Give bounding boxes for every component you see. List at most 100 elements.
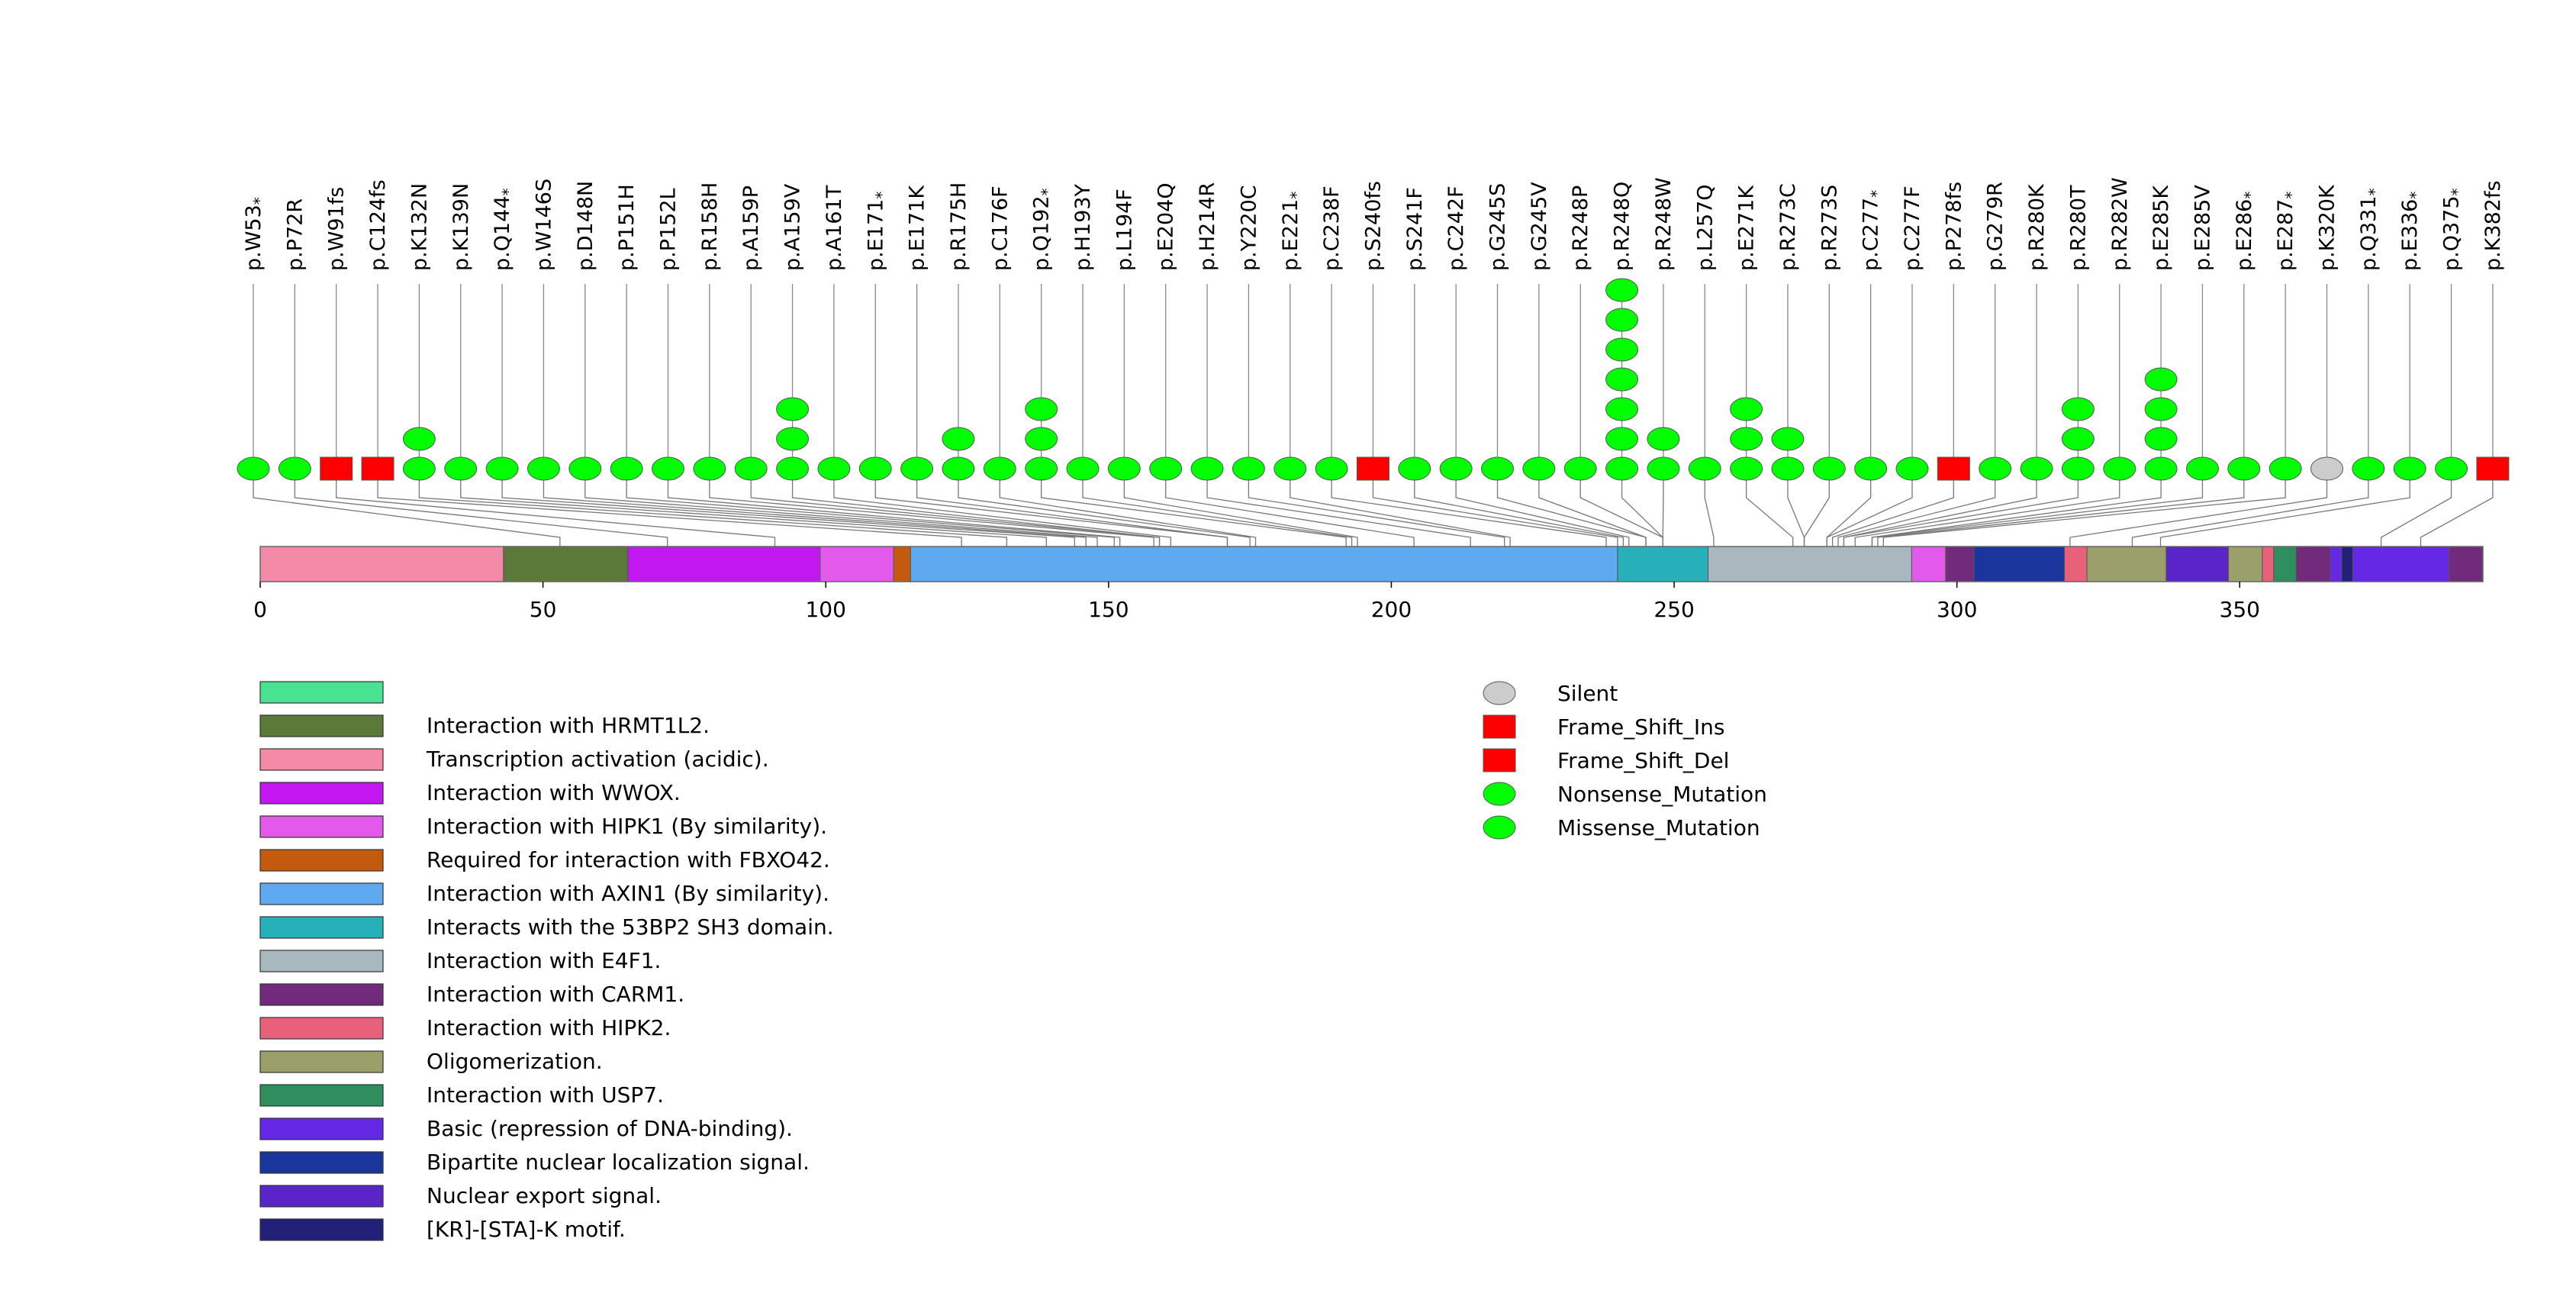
mutation-marker	[652, 456, 684, 481]
axis-tick-label: 200	[1371, 597, 1412, 622]
mutation-marker	[237, 456, 270, 481]
mutation-label: p.W91fs	[325, 187, 349, 271]
mutation-connector	[833, 480, 1172, 547]
mutation-marker	[817, 456, 851, 481]
legend-swatch	[259, 983, 384, 1006]
mutation-label: p.A161T	[823, 185, 846, 271]
domain-segment	[259, 546, 504, 582]
mutation-connector	[2159, 480, 2410, 547]
mutation-label: p.G279R	[1984, 182, 2008, 271]
mutation-connector	[1831, 480, 1955, 547]
legend-label: Interaction with USP7.	[427, 1082, 664, 1108]
mutation-label: p.R248Q	[1611, 182, 1634, 271]
legend-swatch	[259, 748, 384, 771]
mutation-marker	[1149, 456, 1183, 481]
legend-swatch	[259, 1185, 384, 1208]
nonsense-star: *	[872, 192, 890, 199]
mutation-marker	[610, 456, 643, 481]
nonsense-star: *	[499, 188, 517, 195]
mutation-marker	[734, 456, 768, 481]
mutation-connector	[626, 480, 1115, 547]
mutation-connector	[2131, 480, 2369, 547]
mutation-label: p.R175H	[947, 182, 971, 271]
mutation-marker	[444, 456, 478, 481]
mutation-connector	[1206, 480, 1471, 547]
mutation-label: p.W53*	[242, 197, 269, 271]
mutation-label: p.E285K	[2149, 185, 2173, 271]
mutation-marker	[693, 456, 726, 481]
mutation-label: p.A159V	[781, 183, 805, 271]
legend-label: Transcription activation (acidic).	[426, 747, 769, 772]
domain-segment	[910, 546, 1618, 582]
mutation-marker	[2227, 456, 2261, 481]
mutation-marker	[1979, 456, 2012, 481]
mutation-marker	[2061, 427, 2095, 451]
domain-segment	[627, 546, 821, 582]
mutation-type-legend: Silent Frame_Shift_Ins Frame_Shift_Del Nons…	[1483, 681, 1767, 840]
legend-swatch	[259, 1218, 384, 1241]
domain-segment	[1708, 546, 1912, 582]
mutation-connector	[1871, 480, 2204, 547]
mutation-label: p.H214R	[1196, 182, 1219, 271]
mutation-connector	[1082, 480, 1353, 547]
domain-segment	[2165, 546, 2229, 582]
mutation-connector	[377, 480, 962, 547]
domain-segment	[2295, 546, 2331, 582]
mutation-connector	[958, 480, 1251, 547]
protein-domain-track	[259, 546, 2484, 582]
legend-swatch	[259, 849, 384, 872]
legend-swatch	[259, 681, 384, 704]
mutation-marker	[568, 456, 602, 481]
legend-label: Interaction with CARM1.	[427, 982, 684, 1007]
mutation-marker	[2103, 456, 2136, 481]
domain-segment	[2086, 546, 2167, 582]
mutation-marker	[2185, 456, 2219, 481]
mutation-label: p.E204Q	[1154, 182, 1178, 271]
mutation-connector	[1843, 480, 2037, 547]
mutation-label: p.K320K	[2316, 184, 2339, 271]
mutation-label: p.C176F	[988, 185, 1012, 271]
legend-swatch	[259, 950, 384, 972]
mutation-marker	[1025, 456, 1058, 481]
mutation-marker	[2061, 397, 2095, 421]
mutation-connector	[418, 480, 1008, 547]
domain-legend: Interaction with HRMT1L2. Transcription a…	[259, 681, 834, 1242]
mutation-connector	[874, 480, 1228, 547]
mutation-label: p.G245V	[1528, 182, 1551, 271]
mutation-connector	[667, 480, 1121, 547]
domain-segment	[503, 546, 629, 582]
mutation-label: p.E221*	[1279, 192, 1306, 271]
mutation-label: p.E285V	[2191, 185, 2214, 271]
mutation-connector	[1803, 480, 1830, 547]
mutation-marker	[2144, 367, 2178, 392]
mutation-connector	[336, 480, 776, 547]
legend-label: Interaction with E4F1.	[427, 948, 661, 973]
mutation-connector	[999, 480, 1257, 547]
mutation-marker	[1605, 427, 1639, 451]
mutation-connector	[1854, 480, 2120, 547]
mutation-label: p.K382fs	[2481, 180, 2505, 271]
mutation-marker	[1605, 397, 1639, 421]
mutation-marker	[1812, 456, 1846, 481]
mutation-connector	[1837, 480, 1996, 547]
legend-label: Nuclear export signal.	[427, 1183, 662, 1208]
mutation-connector	[1414, 480, 1624, 547]
mutation-label: p.L257Q	[1693, 184, 1717, 271]
legend-swatch	[259, 782, 384, 805]
mutation-label: p.K139N	[449, 183, 473, 271]
mutation-marker	[1481, 456, 1514, 481]
mutation-connector	[1882, 480, 2286, 547]
mutation-label: p.Q192*	[1030, 188, 1057, 271]
domain-segment	[2063, 546, 2088, 582]
mutation-marker	[1605, 337, 1639, 362]
mutation-label: p.R248W	[1652, 177, 1676, 271]
legend-marker	[1483, 714, 1516, 739]
mutation-connector	[1290, 480, 1511, 547]
mutation-connector	[1372, 480, 1618, 547]
mutation-label: p.C124fs	[366, 179, 390, 271]
mutation-connector	[916, 480, 1228, 547]
mutation-marker	[1937, 456, 1970, 481]
mutation-marker	[858, 456, 892, 481]
legend-swatch	[259, 815, 384, 838]
